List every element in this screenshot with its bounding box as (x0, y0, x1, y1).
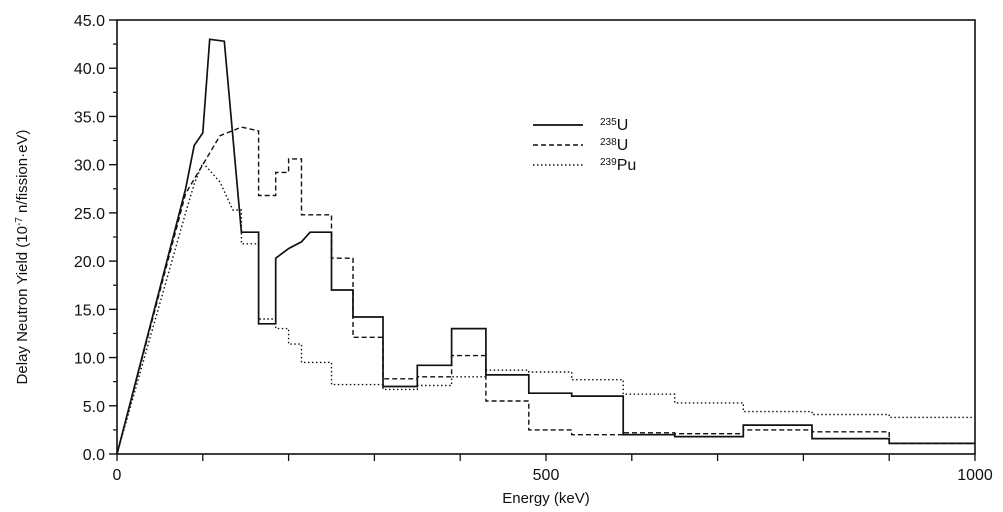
legend-entry-mass: 235 (600, 117, 617, 128)
y-tick-label: 20.0 (74, 254, 105, 271)
x-tick-label: 0 (113, 467, 122, 484)
y-tick-label: 35.0 (74, 109, 105, 126)
y-tick-label: 15.0 (74, 302, 105, 319)
x-tick-label: 1000 (957, 467, 993, 484)
y-axis-label-suffix: n/fission·eV) (14, 130, 31, 218)
x-axis: 0 500 1000 (113, 454, 993, 484)
series-line-238u (116, 126, 975, 455)
legend-entry-element: U (617, 117, 629, 134)
y-axis: 0.0 5.0 10.0 15.0 20.0 25.0 30.0 35.0 40.0 45.0 (74, 13, 117, 464)
plot-frame (116, 19, 976, 455)
series-line-235u (116, 38, 975, 455)
legend-entry: 239Pu (600, 157, 636, 174)
y-tick-label: 10.0 (74, 351, 105, 368)
y-tick-label: 40.0 (74, 61, 105, 78)
series-line-239pu (116, 161, 975, 455)
legend-entry-element: U (617, 137, 629, 154)
plot-border (116, 19, 976, 455)
y-tick-label: 0.0 (83, 447, 105, 464)
legend-entry-mass: 238 (600, 137, 617, 148)
legend-entry-element: Pu (617, 157, 637, 174)
series-layer (116, 38, 975, 455)
legend-entry-mass: 239 (600, 157, 617, 168)
y-axis-label: Delay Neutron Yield (10-7 n/fission·eV) (14, 130, 31, 385)
y-tick-label: 25.0 (74, 206, 105, 223)
y-tick-label: 5.0 (83, 399, 105, 416)
legend-entry: 238U (600, 137, 628, 154)
x-tick-label: 500 (533, 467, 560, 484)
y-tick-label: 45.0 (74, 13, 105, 30)
x-axis-label: Energy (keV) (502, 490, 590, 507)
y-tick-label: 30.0 (74, 158, 105, 175)
y-axis-label-exponent: -7 (14, 217, 25, 226)
legend-entry: 235U (600, 117, 628, 134)
y-axis-label-prefix: Delay Neutron Yield (10 (14, 226, 31, 384)
